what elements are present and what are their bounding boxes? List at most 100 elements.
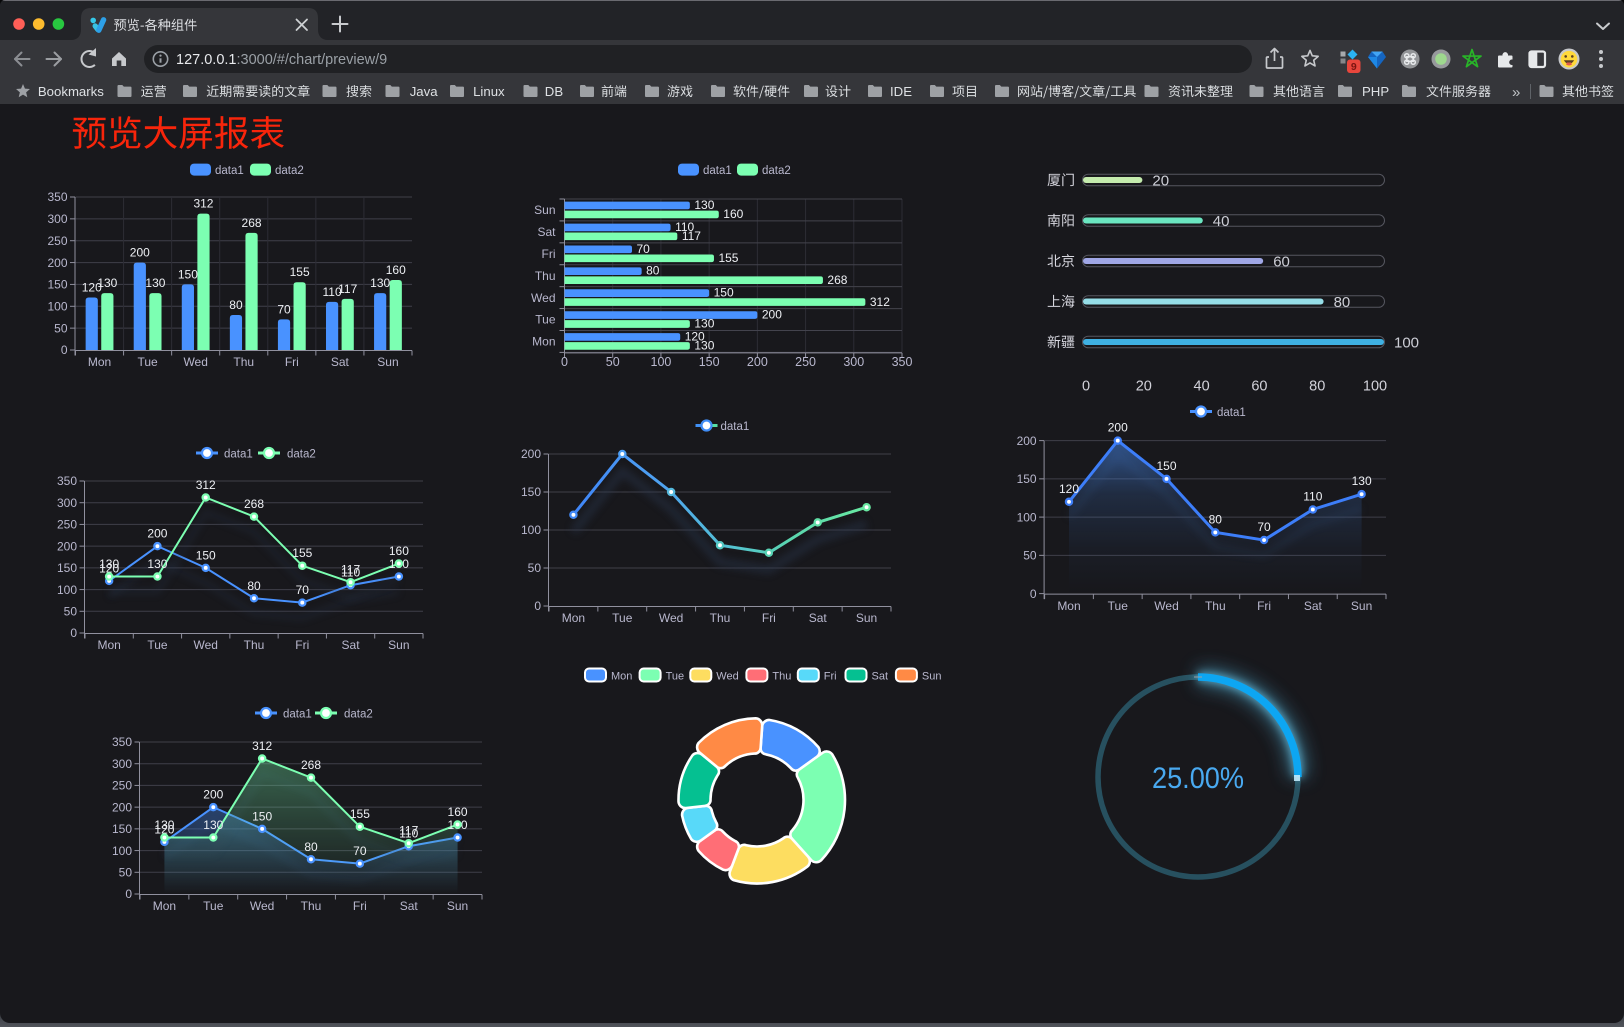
svg-text:160: 160: [386, 263, 406, 277]
svg-text:data1: data1: [215, 165, 244, 177]
svg-text:100: 100: [651, 355, 672, 369]
svg-text:50: 50: [1023, 549, 1037, 563]
svg-text:110: 110: [341, 566, 360, 580]
svg-text:Mon: Mon: [153, 899, 176, 913]
svg-text:120: 120: [99, 561, 119, 575]
svg-text:160: 160: [723, 207, 743, 221]
svg-text:20: 20: [1152, 172, 1169, 189]
svg-text:127.0.0.1:3000/#/chart/preview: 127.0.0.1:3000/#/chart/preview/9: [176, 52, 387, 68]
svg-text:150: 150: [699, 355, 720, 369]
svg-text:Fri: Fri: [824, 670, 837, 682]
svg-text:350: 350: [57, 474, 77, 488]
svg-text:70: 70: [353, 844, 367, 858]
svg-text:150: 150: [178, 267, 198, 281]
svg-text:80: 80: [247, 579, 261, 593]
svg-text:Mon: Mon: [97, 638, 120, 652]
svg-text:150: 150: [1157, 459, 1177, 473]
svg-text:Sat: Sat: [537, 225, 556, 239]
svg-text:155: 155: [290, 265, 310, 279]
svg-text:50: 50: [64, 604, 78, 618]
svg-text:data1: data1: [224, 448, 253, 460]
svg-text:130: 130: [97, 276, 117, 290]
svg-text:DB: DB: [545, 84, 564, 99]
svg-text:160: 160: [448, 805, 468, 819]
svg-text:130: 130: [154, 818, 174, 832]
svg-text:IDE: IDE: [890, 84, 912, 99]
svg-text:160: 160: [389, 544, 409, 558]
svg-text:0: 0: [70, 626, 77, 640]
svg-text:data2: data2: [287, 448, 316, 460]
svg-text:130: 130: [370, 276, 390, 290]
svg-text:Sat: Sat: [331, 355, 350, 369]
svg-text:Wed: Wed: [1154, 599, 1178, 613]
svg-text:312: 312: [196, 478, 216, 492]
svg-text:80: 80: [304, 840, 318, 854]
svg-text:Sun: Sun: [388, 638, 409, 652]
svg-text:70: 70: [1257, 520, 1271, 534]
svg-text:Tue: Tue: [137, 355, 158, 369]
svg-text:data2: data2: [762, 165, 791, 177]
svg-text:250: 250: [112, 779, 132, 793]
svg-text:Sat: Sat: [400, 899, 419, 913]
svg-text:Fri: Fri: [762, 611, 776, 625]
svg-text:Sat: Sat: [872, 670, 889, 682]
svg-text:117: 117: [682, 229, 701, 243]
svg-text:Mon: Mon: [611, 670, 632, 682]
svg-text:200: 200: [1017, 434, 1037, 448]
svg-text:268: 268: [244, 497, 264, 511]
svg-text:Tue: Tue: [1108, 599, 1129, 613]
svg-text:70: 70: [637, 242, 651, 256]
svg-text:110: 110: [1303, 489, 1322, 503]
svg-text:200: 200: [747, 355, 768, 369]
svg-text:350: 350: [112, 735, 132, 749]
svg-text:80: 80: [1334, 294, 1351, 311]
svg-text:200: 200: [203, 788, 223, 802]
svg-text:250: 250: [795, 355, 816, 369]
svg-text:300: 300: [57, 496, 77, 510]
svg-text:150: 150: [196, 548, 216, 562]
svg-text:Mon: Mon: [1057, 599, 1080, 613]
svg-text:117: 117: [338, 282, 357, 296]
svg-text:Thu: Thu: [535, 269, 556, 283]
svg-text:Tue: Tue: [147, 638, 168, 652]
svg-text:200: 200: [57, 539, 77, 553]
svg-text:250: 250: [57, 518, 77, 532]
svg-text:Thu: Thu: [1205, 599, 1226, 613]
svg-text:100: 100: [1363, 379, 1387, 395]
svg-text:268: 268: [827, 273, 847, 287]
svg-text:70: 70: [296, 583, 310, 597]
svg-text:data1: data1: [1217, 407, 1246, 419]
svg-text:Mon: Mon: [88, 355, 111, 369]
svg-text:268: 268: [301, 758, 321, 772]
svg-text:Thu: Thu: [710, 611, 731, 625]
svg-text:155: 155: [350, 807, 370, 821]
svg-text:200: 200: [521, 447, 541, 461]
svg-text:Fri: Fri: [295, 638, 309, 652]
svg-text:40: 40: [1194, 379, 1210, 395]
svg-text:150: 150: [521, 485, 541, 499]
svg-text:200: 200: [47, 256, 67, 270]
svg-text:110: 110: [323, 285, 342, 299]
svg-text:Sun: Sun: [534, 203, 555, 217]
svg-text:Wed: Wed: [659, 611, 683, 625]
svg-text:Mon: Mon: [562, 611, 585, 625]
svg-text:150: 150: [112, 822, 132, 836]
svg-text:200: 200: [112, 800, 132, 814]
svg-text:Sun: Sun: [1351, 599, 1372, 613]
svg-text:Fri: Fri: [285, 355, 299, 369]
svg-text:0: 0: [534, 599, 541, 613]
svg-text:Sat: Sat: [342, 638, 361, 652]
svg-text:130: 130: [147, 557, 167, 571]
svg-text:80: 80: [229, 298, 243, 312]
svg-text:155: 155: [718, 251, 738, 265]
svg-text:100: 100: [47, 299, 67, 313]
svg-text:120: 120: [154, 822, 174, 836]
svg-text:130: 130: [203, 818, 223, 832]
svg-text:Sun: Sun: [377, 355, 398, 369]
svg-text:Wed: Wed: [183, 355, 207, 369]
svg-text:100: 100: [1394, 334, 1419, 351]
svg-text:120: 120: [685, 329, 705, 343]
svg-text:120: 120: [1059, 482, 1079, 496]
svg-text:50: 50: [606, 355, 620, 369]
svg-text:50: 50: [119, 865, 133, 879]
